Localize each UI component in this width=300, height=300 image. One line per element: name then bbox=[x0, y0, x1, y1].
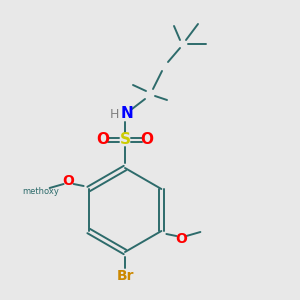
Text: O: O bbox=[140, 133, 154, 148]
Text: O: O bbox=[97, 133, 110, 148]
Text: O: O bbox=[63, 174, 75, 188]
Text: H: H bbox=[109, 107, 119, 121]
Text: Br: Br bbox=[116, 269, 134, 283]
Text: methoxy: methoxy bbox=[22, 187, 59, 196]
Text: S: S bbox=[119, 133, 130, 148]
Text: O: O bbox=[176, 232, 187, 246]
Text: N: N bbox=[121, 106, 134, 122]
